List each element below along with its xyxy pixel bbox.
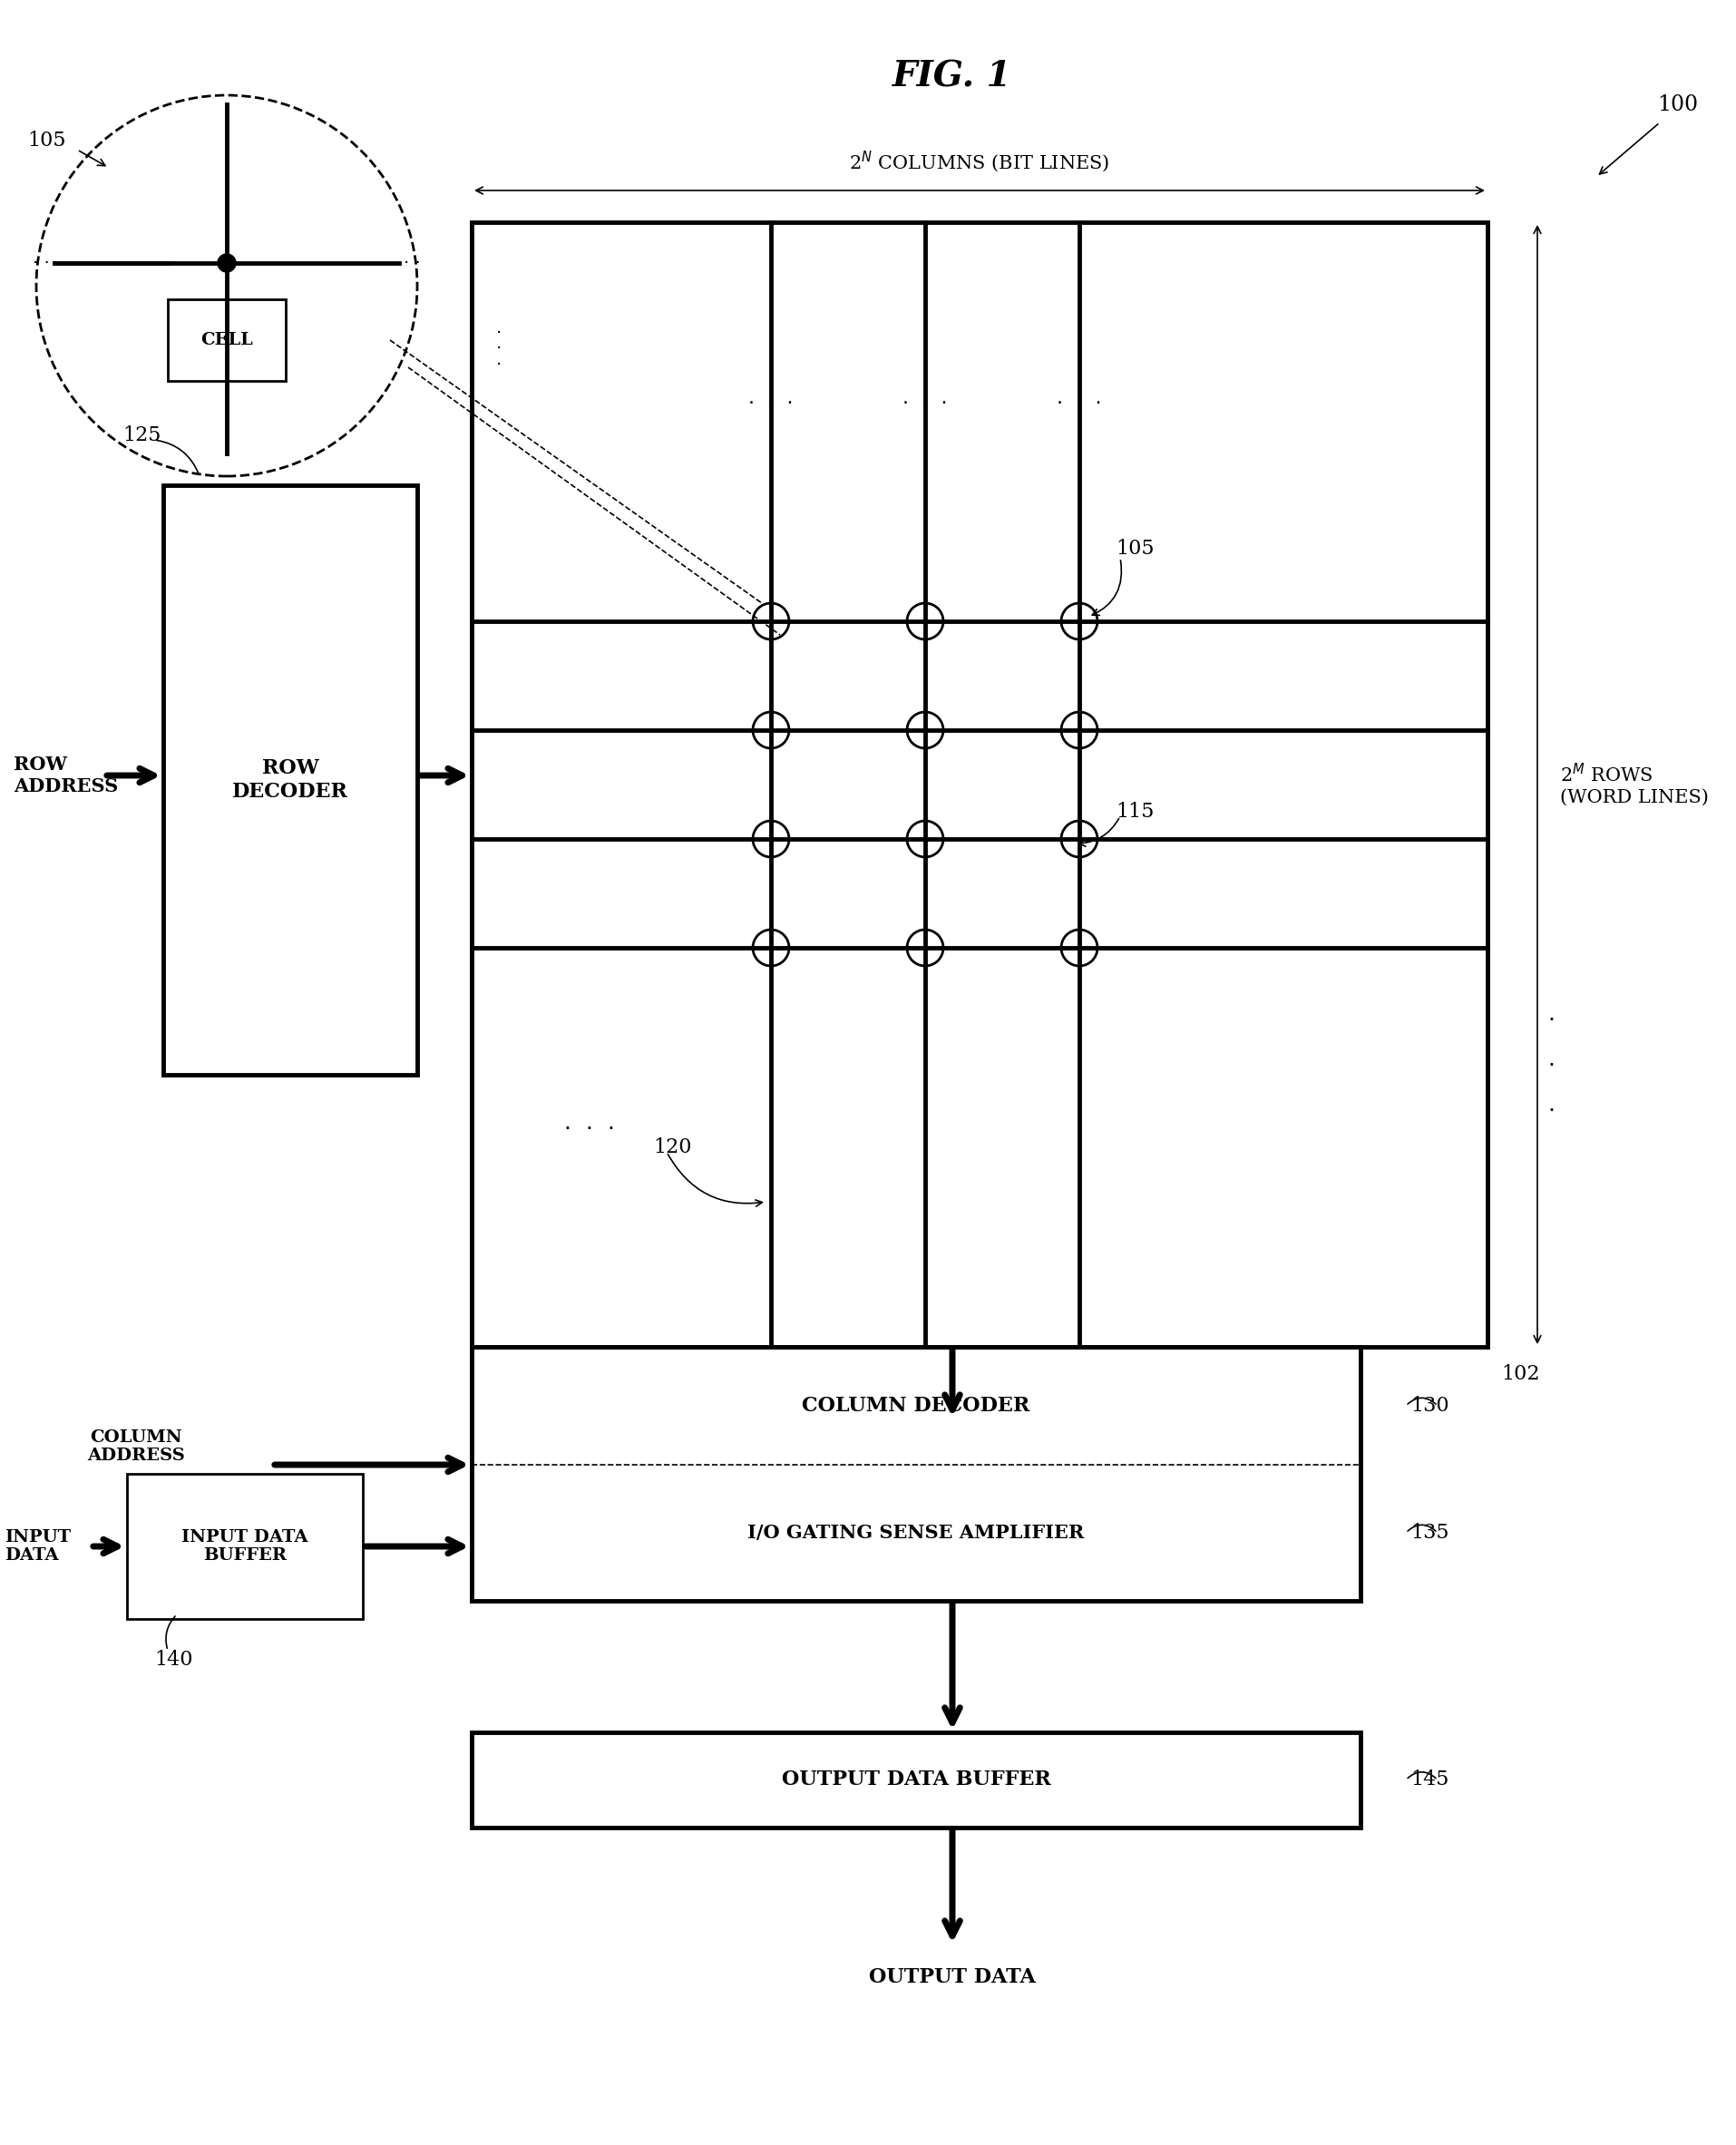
Text: · ·: · ·: [403, 255, 420, 272]
Text: ·  ·  ·: · · ·: [564, 1118, 615, 1141]
Text: ·  ·  ·: · · ·: [748, 395, 793, 412]
Text: ·: ·: [1547, 1010, 1554, 1032]
Text: ·
·
·: · · ·: [224, 414, 229, 459]
Text: ·: ·: [1547, 1100, 1554, 1122]
Text: 100: 100: [1656, 94, 1698, 114]
Bar: [168, 300, 285, 382]
Text: 102: 102: [1500, 1364, 1538, 1384]
Text: 140: 140: [155, 1650, 193, 1669]
Text: 115: 115: [1115, 802, 1153, 822]
Text: COLUMN DECODER: COLUMN DECODER: [802, 1396, 1029, 1416]
Text: 120: 120: [653, 1137, 691, 1158]
Text: OUTPUT DATA BUFFER: OUTPUT DATA BUFFER: [781, 1770, 1050, 1789]
Text: 145: 145: [1410, 1770, 1448, 1789]
Bar: [127, 1474, 363, 1619]
Text: INPUT
DATA: INPUT DATA: [5, 1529, 71, 1564]
Text: ·
·
·: · · ·: [496, 324, 502, 373]
Text: COLUMN
ADDRESS: COLUMN ADDRESS: [87, 1429, 184, 1465]
Text: I/O GATING SENSE AMPLIFIER: I/O GATING SENSE AMPLIFIER: [746, 1523, 1083, 1542]
Text: 105: 105: [28, 131, 66, 150]
Text: 105: 105: [1115, 538, 1153, 558]
Bar: [163, 485, 417, 1075]
Text: FIG. 1: FIG. 1: [892, 60, 1012, 94]
Text: OUTPUT DATA: OUTPUT DATA: [868, 1967, 1035, 1986]
Text: ·  ·  ·: · · ·: [1055, 395, 1101, 412]
Bar: [472, 1347, 1359, 1600]
Text: 2$^M$ ROWS
(WORD LINES): 2$^M$ ROWS (WORD LINES): [1559, 764, 1708, 807]
Text: CELL: CELL: [200, 332, 253, 347]
Text: ·  ·  ·: · · ·: [903, 395, 948, 412]
Bar: [472, 1733, 1359, 1828]
Text: ROW
DECODER: ROW DECODER: [233, 759, 347, 802]
Text: 130: 130: [1410, 1396, 1448, 1416]
Text: ·
·
·: · · ·: [224, 101, 229, 144]
Circle shape: [217, 253, 236, 272]
Text: ·: ·: [1547, 1055, 1554, 1077]
Bar: [472, 223, 1486, 1347]
Text: INPUT DATA
BUFFER: INPUT DATA BUFFER: [182, 1529, 307, 1564]
Text: 135: 135: [1410, 1523, 1448, 1542]
Text: ROW
ADDRESS: ROW ADDRESS: [14, 755, 118, 796]
Text: · ·: · ·: [33, 255, 50, 272]
Text: 2$^N$ COLUMNS (BIT LINES): 2$^N$ COLUMNS (BIT LINES): [849, 148, 1109, 174]
Text: 125: 125: [122, 425, 161, 446]
